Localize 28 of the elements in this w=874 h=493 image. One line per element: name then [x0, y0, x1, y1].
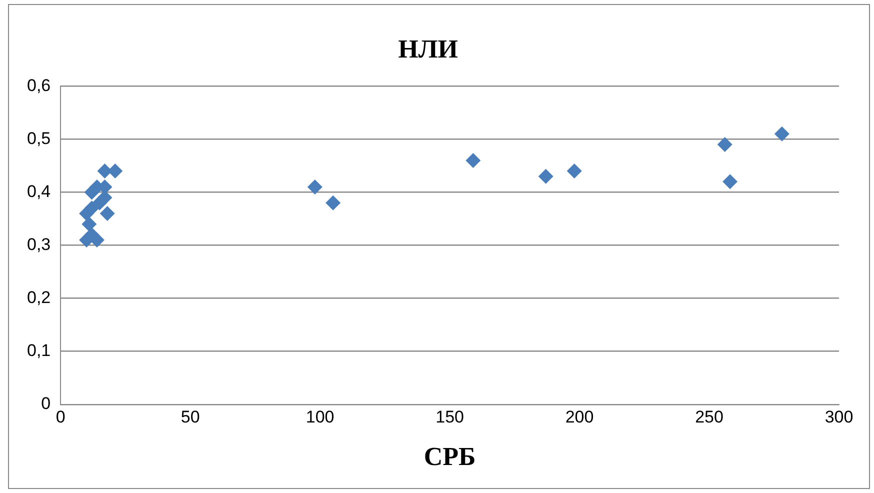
y-tick-label: 0,3 — [26, 234, 51, 254]
chart-title: НЛИ — [398, 34, 458, 64]
x-tick-label: 0 — [56, 407, 66, 426]
y-tick-label: 0,4 — [26, 182, 51, 201]
point — [717, 137, 732, 152]
point — [538, 168, 554, 184]
x-tick-label: 150 — [436, 407, 464, 426]
x-axis-title: СРБ — [424, 442, 476, 472]
x-tick-label: 300 — [824, 407, 854, 426]
y-tick-label: 0 — [41, 394, 51, 414]
point — [722, 174, 738, 190]
point — [108, 164, 123, 179]
y-tick-label: 0,6 — [26, 76, 51, 95]
y-tick-label: 0,1 — [26, 341, 51, 360]
point — [774, 126, 790, 142]
point — [466, 152, 481, 168]
point — [82, 216, 97, 232]
x-tick-label: 50 — [180, 407, 200, 426]
y-tick-label: 0,2 — [26, 288, 51, 308]
point — [100, 206, 115, 221]
x-tick-label: 200 — [565, 407, 594, 426]
y-tick-label: 0,5 — [26, 128, 51, 148]
point — [97, 190, 112, 206]
x-tick-label: 250 — [695, 407, 724, 426]
x-tick-label: 100 — [306, 407, 334, 426]
point — [326, 195, 341, 210]
point — [307, 179, 322, 194]
point — [566, 164, 582, 179]
